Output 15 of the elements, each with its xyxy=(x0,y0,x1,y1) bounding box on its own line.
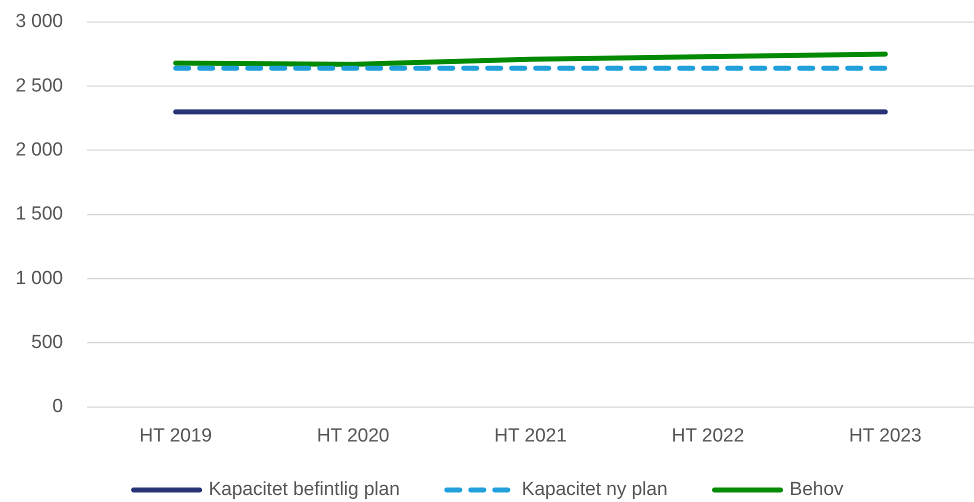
x-tick-label: HT 2020 xyxy=(316,426,390,447)
x-tick-label: HT 2021 xyxy=(494,426,567,447)
legend-label: Kapacitet befintlig plan xyxy=(208,479,400,500)
y-tick-label: 1 000 xyxy=(15,268,63,289)
x-tick-label: HT 2022 xyxy=(672,426,744,447)
y-tick-label: 2 000 xyxy=(15,140,63,161)
y-tick-label: 500 xyxy=(31,332,63,354)
x-tick-label: HT 2023 xyxy=(849,426,922,447)
y-tick-label: 3 000 xyxy=(15,11,63,32)
y-tick-label: 1 500 xyxy=(15,204,63,225)
y-tick-label: 2 500 xyxy=(15,75,63,96)
x-tick-label: HT 2019 xyxy=(139,426,212,447)
y-tick-label: 0 xyxy=(52,396,63,418)
legend-label: Behov xyxy=(790,479,844,500)
legend-label: Kapacitet ny plan xyxy=(522,479,668,500)
